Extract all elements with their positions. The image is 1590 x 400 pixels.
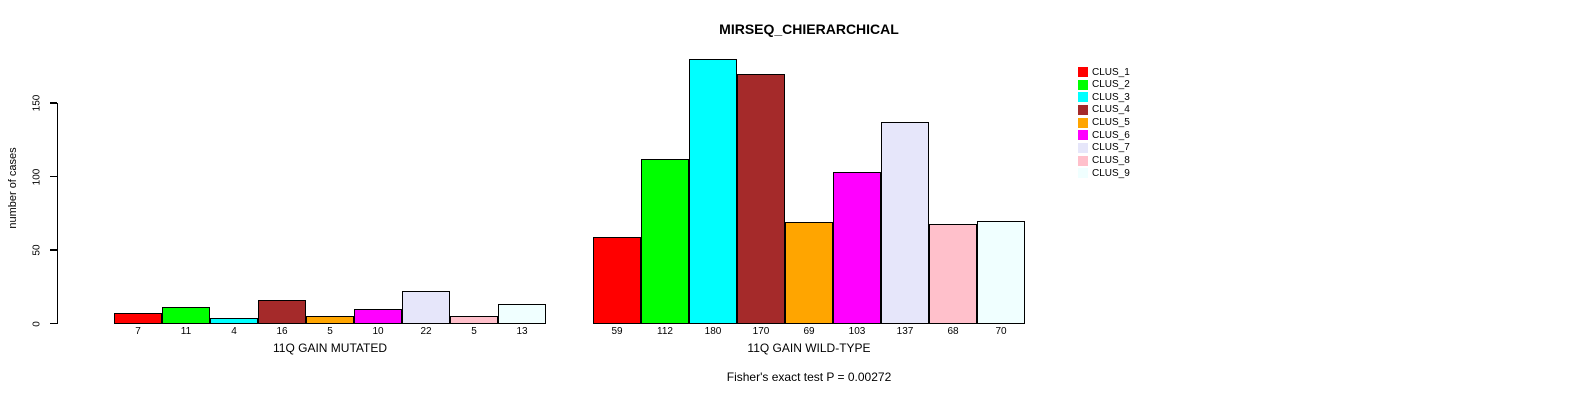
legend-swatch-clus_1: [1078, 67, 1088, 77]
bar-value-label: 5: [327, 326, 333, 337]
bar-clus_7-mutated: [402, 291, 450, 324]
y-axis-tick: [50, 175, 57, 178]
legend-swatch-clus_9: [1078, 168, 1088, 179]
bar-clus_2-wild-type: [641, 158, 689, 324]
bar-value-label: 170: [752, 326, 770, 337]
legend-label: CLUS_4: [1092, 104, 1130, 116]
bar-value-label: 70: [995, 326, 1007, 337]
legend-swatch-clus_3: [1078, 92, 1088, 103]
y-axis-line: [56, 103, 58, 324]
bar-value-label: 4: [231, 326, 237, 337]
bar-value-label: 103: [848, 326, 866, 337]
legend-swatch-clus_4: [1078, 104, 1088, 115]
legend-swatch-clus_6: [1078, 130, 1088, 141]
bar-value-label: 5: [471, 326, 477, 337]
bar-clus_2-mutated: [162, 307, 210, 324]
bar-value-label: 13: [516, 326, 528, 337]
bar-clus_7-wild-type: [881, 122, 929, 324]
y-axis-tick-label: 100: [31, 168, 43, 185]
bar-clus_5-mutated: [306, 316, 354, 324]
legend-label: CLUS_8: [1092, 155, 1130, 167]
bar-value-label: 180: [704, 326, 722, 337]
bar-clus_1-wild-type: [593, 236, 641, 324]
y-axis-tick: [50, 102, 57, 104]
legend-label: CLUS_5: [1092, 117, 1130, 129]
y-axis-title: number of cases: [7, 147, 19, 229]
bar-clus_3-wild-type: [689, 58, 737, 324]
bar-value-label: 112: [657, 326, 673, 337]
legend-label: CLUS_9: [1092, 167, 1130, 179]
x-axis-group-label-wild-type: 11Q GAIN WILD-TYPE: [747, 341, 871, 355]
legend-label: CLUS_6: [1092, 129, 1130, 141]
y-axis-tick-label: 50: [31, 244, 43, 256]
y-axis-tick: [50, 249, 57, 251]
bar-clus_4-mutated: [258, 299, 306, 324]
y-axis-tick-label: 0: [31, 320, 43, 327]
legend-swatch-clus_2: [1078, 79, 1088, 90]
bar-clus_9-wild-type: [977, 220, 1025, 324]
bar-value-label: 69: [803, 326, 815, 337]
legend-label: CLUS_3: [1092, 91, 1130, 103]
bar-clus_5-wild-type: [785, 222, 833, 324]
bar-value-label: 137: [896, 326, 914, 337]
bar-value-label: 59: [611, 326, 623, 337]
bar-clus_6-wild-type: [833, 172, 881, 324]
y-axis-tick: [50, 322, 57, 325]
bar-value-label: 11: [180, 326, 192, 337]
bar-clus_8-wild-type: [929, 223, 977, 324]
bar-clus_4-wild-type: [737, 73, 785, 324]
legend-swatch-clus_7: [1078, 142, 1088, 153]
chart-title: MIRSEQ_CHIERARCHICAL: [719, 21, 899, 37]
bar-clus_1-mutated: [114, 313, 162, 324]
y-axis-tick-label: 150: [31, 94, 43, 112]
bar-clus_3-mutated: [210, 317, 258, 324]
bar-value-label: 68: [947, 326, 959, 337]
bar-value-label: 16: [276, 326, 288, 337]
bar-value-label: 10: [372, 326, 384, 337]
legend-swatch-clus_5: [1078, 117, 1088, 128]
legend-swatch-clus_8: [1078, 155, 1088, 166]
bar-clus_8-mutated: [450, 316, 498, 324]
bar-value-label: 22: [420, 326, 432, 337]
legend-label: CLUS_1: [1092, 66, 1130, 78]
x-axis-group-label-mutated: 11Q GAIN MUTATED: [272, 341, 388, 355]
legend-label: CLUS_2: [1092, 79, 1130, 91]
bar-clus_6-mutated: [354, 308, 402, 324]
bar-value-label: 7: [135, 326, 141, 337]
fisher-test-annotation: Fisher's exact test P = 0.00272: [726, 370, 892, 384]
bar-clus_9-mutated: [498, 304, 546, 324]
legend-label: CLUS_7: [1092, 142, 1130, 154]
